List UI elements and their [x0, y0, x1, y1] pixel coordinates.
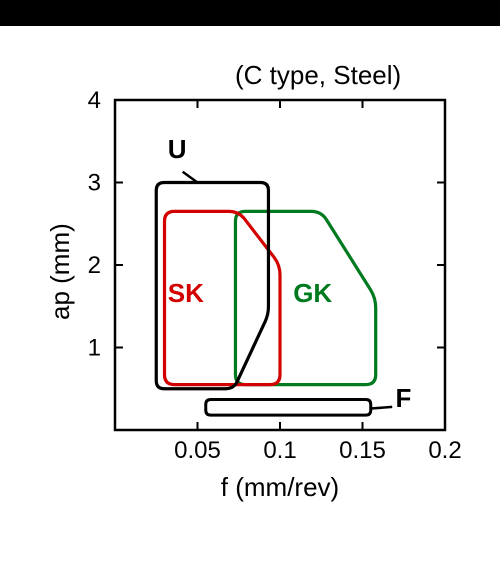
leader-f: [371, 407, 392, 409]
y-tick-label: 1: [88, 335, 101, 362]
x-tick-label: 0.2: [428, 437, 461, 464]
x-tick-label: 0.05: [174, 437, 221, 464]
leader-u: [183, 172, 198, 183]
y-tick-label: 4: [88, 87, 101, 114]
y-tick-label: 3: [88, 170, 101, 197]
y-axis-label: ap (mm): [45, 223, 76, 320]
chart-container: { "title": "(C type, Steel)", "title_fon…: [0, 0, 500, 562]
x-axis-label: f (mm/rev): [115, 472, 445, 503]
region-f: [206, 399, 371, 415]
x-tick-label: 0.15: [339, 437, 386, 464]
region-label-gk: GK: [293, 278, 332, 308]
x-tick-label: 0.1: [263, 437, 296, 464]
y-tick-label: 2: [88, 252, 101, 279]
region-label-sk: SK: [168, 278, 204, 308]
region-label-u: U: [168, 134, 187, 164]
region-label-f: F: [396, 383, 412, 413]
